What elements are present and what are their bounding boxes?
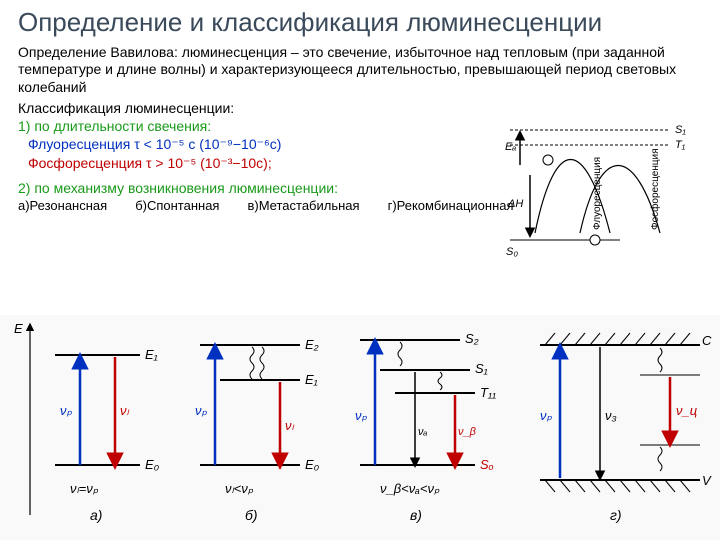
c-S1: S₁ bbox=[475, 361, 488, 376]
inset-energy-diagram: Eₐ S₁ T₁ ΔH S₀ Флуоресценция Фосфоресцен… bbox=[500, 115, 710, 265]
c-S2: S₂ bbox=[465, 331, 479, 346]
d-C: C bbox=[702, 333, 712, 348]
mech-a-label: а)Резонансная bbox=[18, 198, 107, 213]
b-E1: E₁ bbox=[305, 372, 318, 387]
inset-fluor-label: Флуоресценция bbox=[592, 157, 603, 230]
d-cap: г) bbox=[610, 507, 622, 523]
d-v3: ν₃ bbox=[605, 408, 617, 423]
a-cap: a) bbox=[90, 507, 102, 523]
a-vl: νₗ bbox=[120, 403, 130, 418]
mech-b-label: б)Спонтанная bbox=[135, 198, 219, 213]
b-cap: б) bbox=[245, 507, 258, 523]
mech-d-label: г)Рекомбинационная bbox=[388, 198, 514, 213]
c-cap: в) bbox=[410, 507, 422, 523]
a-E0: E₀ bbox=[145, 457, 160, 472]
b-E2: E₂ bbox=[305, 337, 319, 352]
c-va: νₐ bbox=[418, 426, 428, 438]
d-vp: νₚ bbox=[540, 408, 553, 423]
d-V: V bbox=[702, 473, 712, 488]
c-So: Sₒ bbox=[480, 457, 494, 472]
inset-Ea: Eₐ bbox=[505, 141, 516, 153]
a-eq: νₗ=νₚ bbox=[70, 481, 99, 496]
c-vp: νₚ bbox=[355, 408, 368, 423]
inset-S1: S₁ bbox=[675, 124, 686, 136]
classification-heading: Классификация люминесценции: bbox=[0, 98, 720, 116]
a-vp: νₚ bbox=[60, 403, 73, 418]
b-vl: νₗ bbox=[285, 418, 295, 433]
definition-paragraph: Определение Вавилова: люминесценция – эт… bbox=[0, 40, 720, 99]
diagram-c: S₂ S₁ T₁₁ Sₒ νₚ νₐ ν_β ν_β<νₐ<νₚ в) bbox=[355, 331, 496, 523]
c-vb: ν_β bbox=[458, 426, 477, 438]
mech-c-label: в)Метастабильная bbox=[247, 198, 359, 213]
diagram-b: E₂ E₁ E₀ νₚ νₗ νₗ<νₚ б) bbox=[195, 337, 320, 523]
b-vp: νₚ bbox=[195, 403, 208, 418]
b-lt: νₗ<νₚ bbox=[225, 481, 254, 496]
page-title: Определение и классификация люминесценци… bbox=[0, 0, 720, 40]
inset-T1: T₁ bbox=[675, 139, 686, 151]
c-T11: T₁₁ bbox=[480, 385, 496, 400]
inset-dH: ΔH bbox=[507, 198, 523, 210]
d-vu: ν_ц bbox=[676, 403, 697, 418]
inset-S0: S₀ bbox=[506, 246, 518, 258]
b-E0: E₀ bbox=[305, 457, 320, 472]
inset-phos-label: Фосфоресценция bbox=[649, 148, 661, 230]
a-E1: E₁ bbox=[145, 347, 158, 362]
axis-E: E bbox=[14, 321, 23, 336]
diagram-a: E₁ E₀ νₚ νₗ νₗ=νₚ a) bbox=[55, 347, 160, 523]
diagram-d: C V νₚ ν₃ ν_ц г) bbox=[540, 333, 712, 523]
c-rel: ν_β<νₐ<νₚ bbox=[380, 481, 440, 496]
mechanism-diagram-strip: E E₁ E₀ νₚ νₗ νₗ=νₚ a) E₂ E₁ E₀ νₚ νₗ νₗ… bbox=[0, 315, 720, 540]
